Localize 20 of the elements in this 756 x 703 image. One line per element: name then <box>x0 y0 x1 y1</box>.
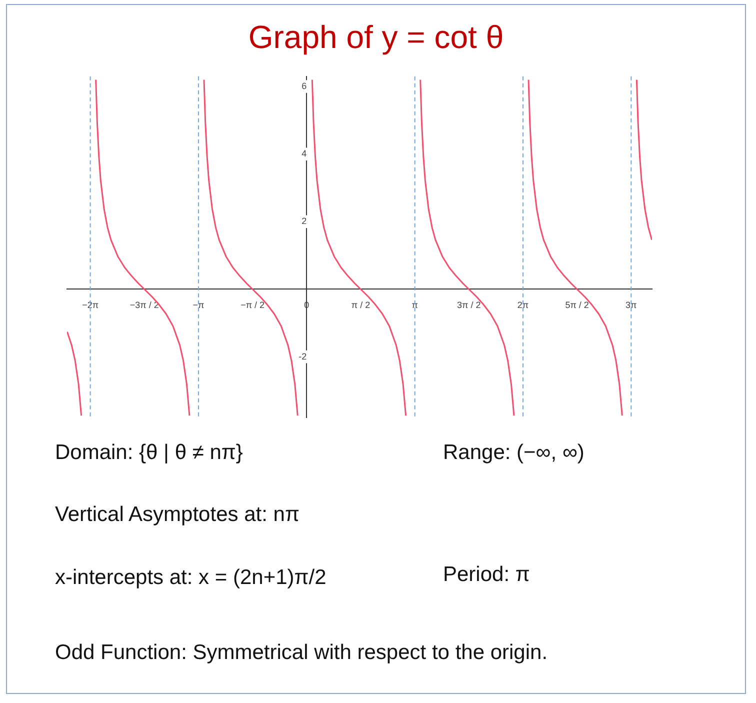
y-tick-label: 4 <box>302 148 307 159</box>
x-tick-label: −π / 2 <box>240 300 265 310</box>
x-tick-label: π <box>412 300 418 310</box>
x-tick-label: π / 2 <box>351 300 370 310</box>
y-tick-label: 6 <box>302 81 307 92</box>
text: x-intercepts at: x = (2n+1)π/2 <box>55 566 326 590</box>
x-tick-label: 5π / 2 <box>565 300 589 310</box>
text: Odd Function: Symmetrical with respect to the origin. <box>55 641 548 665</box>
text: Range: (−∞, ∞) <box>443 441 584 465</box>
x-tick-label: −π <box>192 300 204 310</box>
x-tick-label: 2π <box>517 300 529 310</box>
x-tick-label: 3π / 2 <box>457 300 481 310</box>
text: Period: π <box>443 563 530 587</box>
x-tick-label: −2π <box>82 300 99 310</box>
text: Vertical Asymptotes at: nπ <box>55 503 300 527</box>
y-tick-label: -2 <box>298 351 307 362</box>
text: Domain: {θ | θ ≠ nπ} <box>55 441 243 465</box>
y-tick-label: 2 <box>302 216 307 226</box>
x-tick-label: 3π <box>626 300 637 310</box>
chart-title: Graph of y = cot θ <box>247 19 505 56</box>
